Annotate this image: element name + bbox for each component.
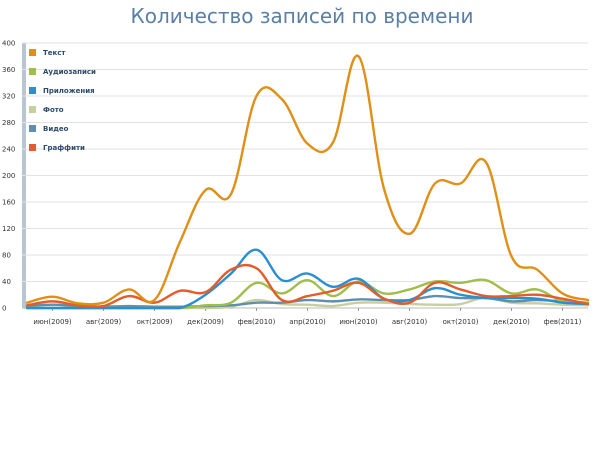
chart-title: Количество записей по времени: [130, 4, 474, 28]
legend-label: Граффити: [43, 144, 85, 152]
series-line-1: [25, 54, 590, 306]
y-tick-label: 160: [2, 199, 15, 207]
y-tick-label: 360: [2, 66, 15, 74]
y-tick-label: 280: [2, 119, 15, 127]
x-tick-label: окт(2010): [443, 318, 479, 326]
legend-swatch: [29, 144, 36, 151]
y-tick-label: 320: [2, 93, 15, 101]
y-tick-label: 80: [2, 252, 11, 260]
x-tick-label: окт(2009): [137, 318, 173, 326]
x-tick-label: авг(2009): [86, 318, 122, 326]
x-tick-label: июн(2009): [33, 318, 72, 326]
legend-label: Видео: [43, 125, 69, 133]
legend-swatch: [29, 125, 36, 132]
x-tick-label: июн(2010): [339, 318, 378, 326]
legend-label: Текст: [43, 49, 66, 57]
legend-swatch: [29, 106, 36, 113]
legend-label: Фото: [43, 106, 64, 114]
y-tick-label: 200: [2, 172, 15, 180]
legend-swatch: [29, 49, 36, 56]
legend-label: Аудиозаписи: [43, 68, 96, 76]
y-tick-label: 120: [2, 225, 15, 233]
y-tick-label: 40: [2, 278, 11, 286]
legend-swatch: [29, 87, 36, 94]
x-tick-label: авг(2010): [392, 318, 428, 326]
series-line-3: [25, 248, 590, 310]
x-tick-label: апр(2010): [289, 318, 326, 326]
x-tick-label: дек(2010): [493, 318, 530, 326]
legend-label: Приложения: [43, 87, 95, 95]
legend-swatch: [29, 68, 36, 75]
y-tick-label: 240: [2, 146, 15, 154]
y-tick-label: 400: [2, 40, 15, 48]
x-tick-label: фев(2011): [544, 318, 582, 326]
series-line-6: [25, 263, 590, 308]
y-tick-label: 0: [2, 305, 6, 313]
x-tick-label: дек(2009): [187, 318, 224, 326]
x-tick-label: фев(2010): [238, 318, 276, 326]
